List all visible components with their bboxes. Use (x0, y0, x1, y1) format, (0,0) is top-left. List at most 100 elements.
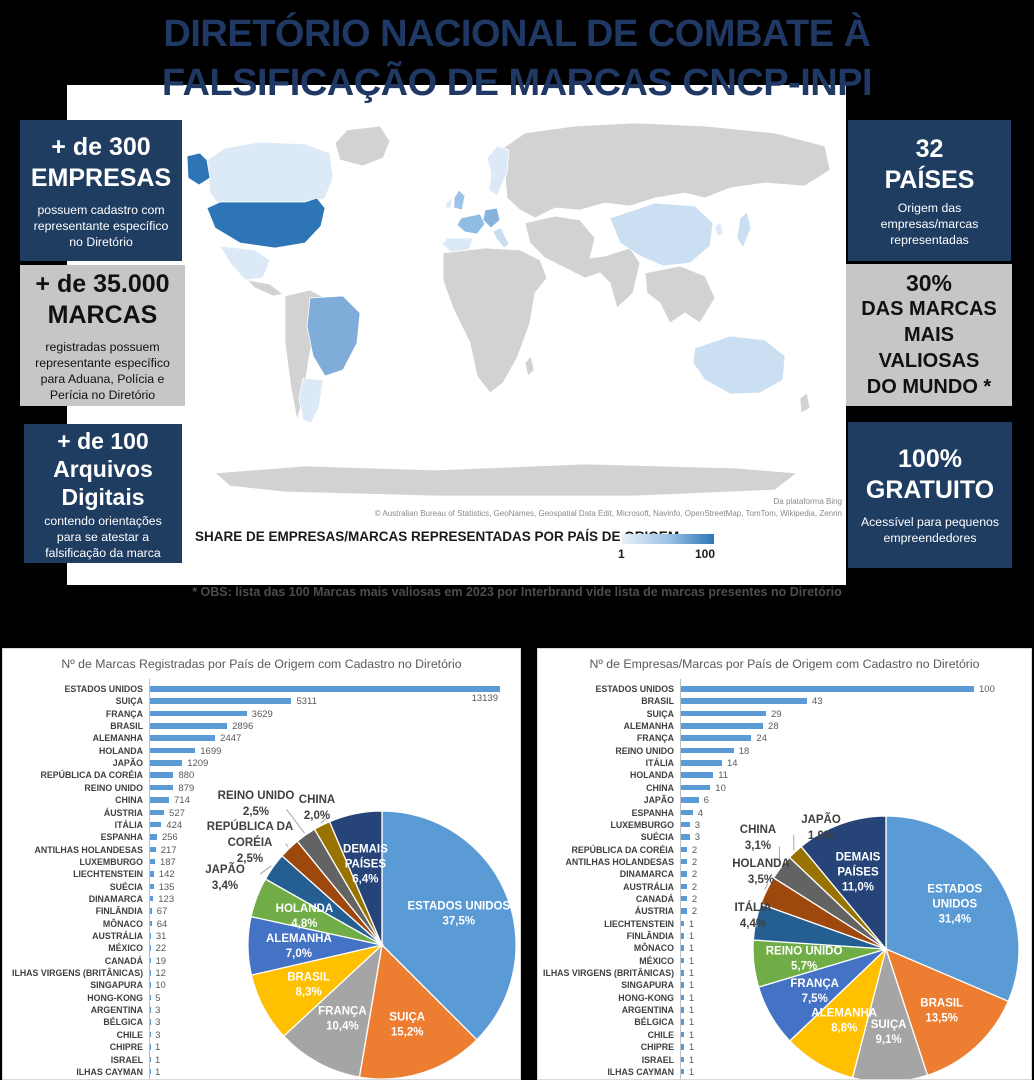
bar-value: 5 (155, 992, 161, 1004)
bar-value: 1209 (187, 758, 209, 770)
bar (681, 809, 693, 815)
bar-category-label: LUXEMBURGO (610, 819, 674, 830)
stat-headline: 32 (915, 134, 944, 163)
bar-category-label: BRASIL (110, 721, 143, 732)
bar-value: 3 (155, 1017, 161, 1029)
bar-category-label: AUSTRÁLIA (92, 931, 143, 941)
bar-value: 6 (703, 795, 709, 807)
bar-row: ARGENTINA 3 (3, 1004, 520, 1016)
bar-value: 2896 (232, 721, 254, 733)
bar-row: LIECHTENSTEIN 1 (538, 918, 1031, 930)
bar-value: 43 (811, 696, 823, 708)
bar-row: ISRAEL 1 (538, 1054, 1031, 1066)
bar-value: 2 (691, 844, 698, 856)
bar-row: FINLÂNDIA 67 (3, 905, 520, 917)
bar-category-label: CANADÁ (104, 955, 143, 966)
bar-value: 1 (155, 1042, 161, 1054)
bar (150, 772, 174, 778)
bar-category-label: ITÁLIA (645, 758, 674, 769)
bar-value: 100 (979, 684, 995, 695)
bar-category-label: ESTADOS UNIDOS (64, 684, 143, 694)
bar-value: 3 (694, 819, 701, 831)
bar-value: 2 (691, 881, 698, 893)
map-united-states (206, 197, 326, 249)
bar-value: 67 (156, 906, 168, 918)
bar-value: 1 (688, 968, 695, 980)
bar-row: JAPÃO 6 (538, 794, 1031, 806)
stat-box-gratuito: 100% GRATUITO Acessível para pequenos em… (848, 422, 1012, 568)
bar-row: AUSTRÁLIA 2 (538, 881, 1031, 893)
bar (681, 908, 687, 914)
bar-value: 18 (738, 745, 750, 757)
bar-category-label: MÉXICO (108, 943, 143, 954)
bar (150, 735, 216, 741)
map-southeast-asia (644, 265, 716, 324)
bar (150, 920, 152, 927)
bar-row: MÉXICO 1 (538, 955, 1031, 967)
bar-value: 10 (715, 782, 726, 794)
bar-category-label: FRANÇA (105, 708, 143, 719)
bar-row: CHINA 714 (3, 794, 520, 806)
bar (681, 735, 752, 741)
bar (681, 994, 684, 1001)
bar-row: FINLÂNDIA 1 (538, 930, 1031, 942)
bar-category-label: LIECHTENSTEIN (73, 869, 143, 880)
bar (150, 970, 151, 976)
bar-category-label: ARGENTINA (90, 1005, 143, 1016)
bar (150, 710, 247, 717)
bar (150, 1056, 151, 1062)
bar (150, 784, 174, 791)
bar-category-label: MÔNACO (633, 943, 674, 954)
bar-value: 5311 (296, 696, 317, 708)
map-japan (736, 211, 752, 249)
bar-row: AUSTRÁLIA 31 (3, 930, 520, 942)
bar-row: CHINA 10 (538, 782, 1031, 794)
bar-category-label: REINO UNIDO (84, 782, 143, 793)
map-attribution-copyright: © Australian Bureau of Statistics, GeoNa… (374, 509, 842, 518)
bar-row: ANTILHAS HOLANDESAS 217 (3, 844, 520, 856)
stat-body: Origem das empresas/marcas representadas (880, 200, 979, 247)
map-madagascar (524, 355, 535, 377)
bar-value: 11 (718, 770, 729, 782)
bar-value: 31 (155, 931, 167, 942)
stat-headline: + de 35.000 (35, 269, 170, 298)
map-china (609, 202, 714, 267)
bar-row: ISRAEL 1 (3, 1054, 520, 1066)
stat-headline: GRATUITO (865, 476, 995, 504)
bar-category-label: REINO UNIDO (615, 745, 674, 756)
bar (681, 1056, 684, 1062)
bar-row: HOLANDA 11 (538, 769, 1031, 781)
bar-category-label: ANTILHAS HOLANDESAS (565, 856, 675, 867)
bar-value: 22 (155, 943, 167, 955)
bar-value: 256 (161, 832, 178, 844)
bar-value: 1 (155, 1066, 161, 1078)
bar-row: LUXEMBURGO 187 (3, 856, 520, 868)
stat-headline: DO MUNDO * (866, 376, 992, 398)
bar-category-label: SUÉCIA (109, 881, 143, 892)
stat-headline: EMPRESAS (30, 163, 172, 192)
bar-row: ANTILHAS HOLANDESAS 2 (538, 856, 1031, 868)
bar (150, 1031, 151, 1038)
bar-row: LUXEMBURGO 3 (538, 819, 1031, 831)
bar-value: 1 (688, 918, 695, 930)
stat-body: contendo orientações para se atestar a f… (44, 513, 162, 560)
bar-category-label: ILHAS VIRGENS (BRITÂNICAS) (12, 968, 143, 979)
bar-value: 1 (688, 1029, 695, 1041)
bar-row: CHIPRE 1 (538, 1041, 1031, 1053)
bar-value: 1 (688, 1054, 695, 1066)
map-legend-max: 100 (695, 547, 716, 561)
bar-value: 1 (688, 1017, 695, 1029)
bar-value: 28 (768, 721, 779, 733)
bar-value: 13139 (471, 693, 498, 704)
bar-category-label: ANTILHAS HOLANDESAS (34, 844, 144, 855)
bar (150, 723, 228, 729)
bar (681, 797, 699, 803)
map-mexico (219, 245, 271, 281)
bar-row: ILHAS CAYMAN 1 (538, 1066, 1031, 1078)
stat-headline: + de 300 (51, 132, 151, 161)
map-france (456, 213, 486, 235)
bar-row: DINAMARCA 2 (538, 868, 1031, 880)
map-italy (492, 227, 510, 249)
bar-row: CHILE 3 (3, 1029, 520, 1041)
